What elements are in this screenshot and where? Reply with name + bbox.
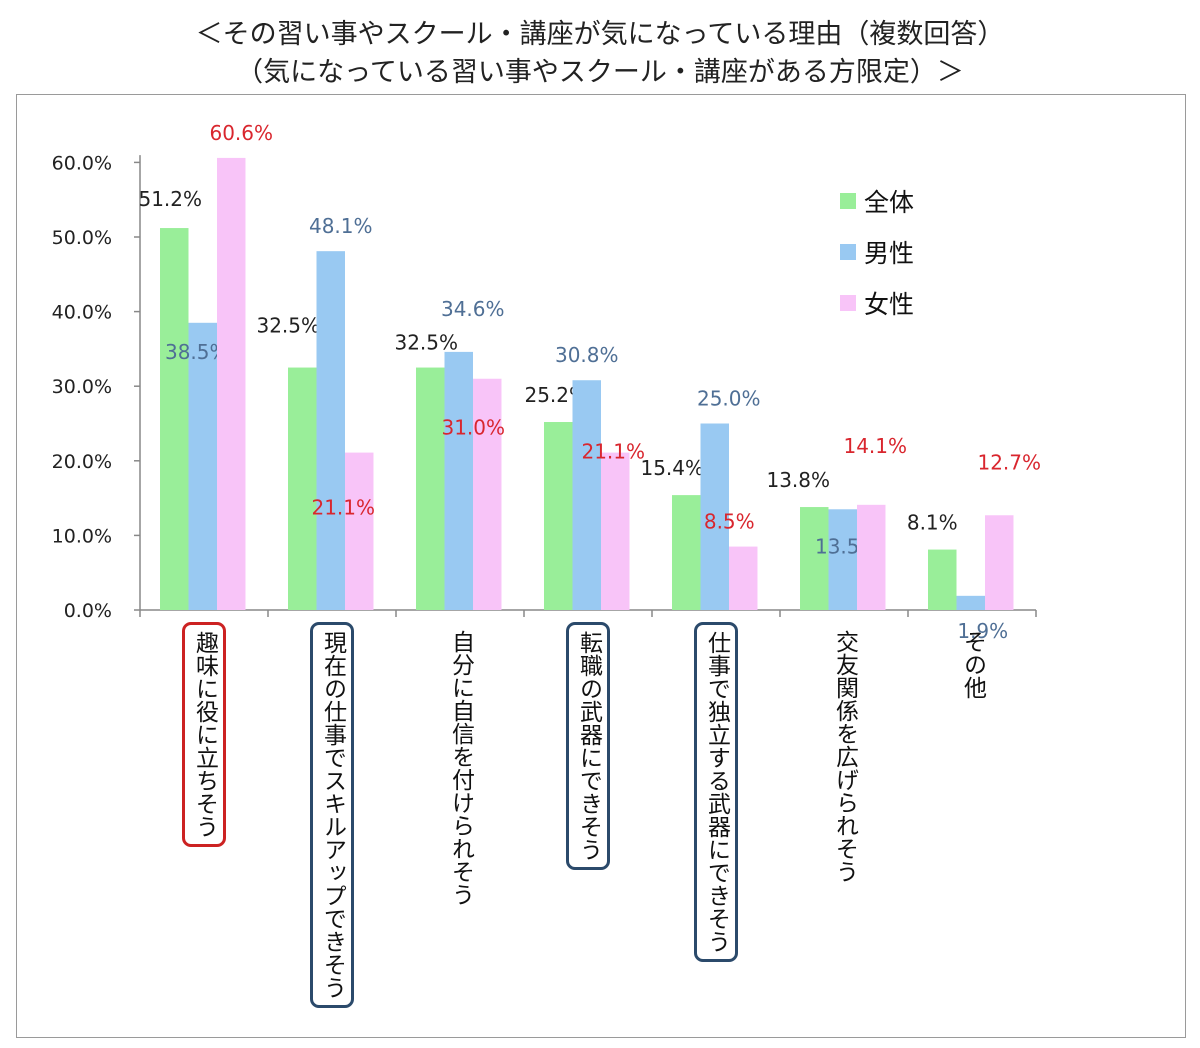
category-label: 現在の仕事でスキルアップできそう <box>310 622 354 1008</box>
bar-all <box>160 228 189 610</box>
bar-male <box>188 322 217 610</box>
legend-item: 女性 <box>840 285 914 321</box>
y-tick-label: 10.0% <box>52 525 112 547</box>
bar-male <box>700 423 729 610</box>
data-label: 32.5% <box>256 314 320 338</box>
bar-female <box>857 504 886 610</box>
y-tick-label: 30.0% <box>52 376 112 398</box>
category-label: 自分に自信を付けられそう <box>447 630 474 906</box>
bar-male <box>316 251 345 610</box>
legend-label: 男性 <box>864 239 915 268</box>
bar-female <box>601 452 630 610</box>
legend-swatch <box>840 244 856 260</box>
data-label: 21.1% <box>581 440 645 464</box>
legend-swatch <box>840 193 856 209</box>
bar-male <box>572 380 601 610</box>
data-label: 31.0% <box>441 416 505 440</box>
legend-label: 全体 <box>864 188 915 217</box>
bar-male <box>956 595 985 610</box>
data-label: 48.1% <box>309 214 373 238</box>
data-label: 51.2% <box>138 187 202 211</box>
chart-title-line-2: （気になっている習い事やスクール・講座がある方限定）＞ <box>236 57 964 88</box>
data-label: 60.6% <box>209 121 273 145</box>
bar-female <box>217 157 246 610</box>
data-label: 14.1% <box>843 434 907 458</box>
bar-female <box>473 378 502 610</box>
chart-title-line-1: ＜その習い事やスクール・講座が気になっている理由（複数回答） <box>195 19 1005 50</box>
category-label: 転職の武器にできそう <box>566 622 610 870</box>
y-tick-label: 20.0% <box>52 451 112 473</box>
bar-all <box>416 367 445 610</box>
data-label: 30.8% <box>555 343 619 367</box>
data-label: 21.1% <box>311 496 375 520</box>
data-label: 25.0% <box>697 387 761 411</box>
y-tick-label: 60.0% <box>52 152 112 174</box>
bar-male <box>828 509 857 610</box>
bar-all <box>800 507 829 610</box>
bar-all <box>288 367 317 610</box>
bar-all <box>672 495 701 610</box>
y-tick-label: 40.0% <box>52 302 112 324</box>
category-label: その他 <box>959 630 986 699</box>
data-label: 13.8% <box>766 468 830 492</box>
bar-all <box>544 422 573 610</box>
legend-item: 男性 <box>840 234 914 270</box>
data-label: 34.6% <box>441 297 505 321</box>
bar-all <box>928 549 957 610</box>
bar-female <box>729 546 758 610</box>
data-label: 12.7% <box>977 450 1041 474</box>
legend-swatch <box>840 295 856 311</box>
data-label: 8.1% <box>907 511 958 535</box>
bar-female <box>985 515 1014 610</box>
bar-female <box>345 452 374 610</box>
data-label: 1.9% <box>957 619 1008 643</box>
category-label: 仕事で独立する武器にできそう <box>694 622 738 962</box>
y-tick-label: 50.0% <box>52 227 112 249</box>
legend-label: 女性 <box>864 290 915 319</box>
category-label: 交友関係を広げられそう <box>831 630 858 883</box>
data-label: 8.5% <box>704 510 755 534</box>
data-label: 15.4% <box>640 456 704 480</box>
chart-frame <box>16 94 1186 1038</box>
y-tick-label: 0.0% <box>64 600 112 622</box>
data-label: 32.5% <box>394 331 458 355</box>
bar-male <box>444 351 473 610</box>
legend-item: 全体 <box>840 183 914 219</box>
category-label: 趣味に役に立ちそう <box>182 622 226 847</box>
